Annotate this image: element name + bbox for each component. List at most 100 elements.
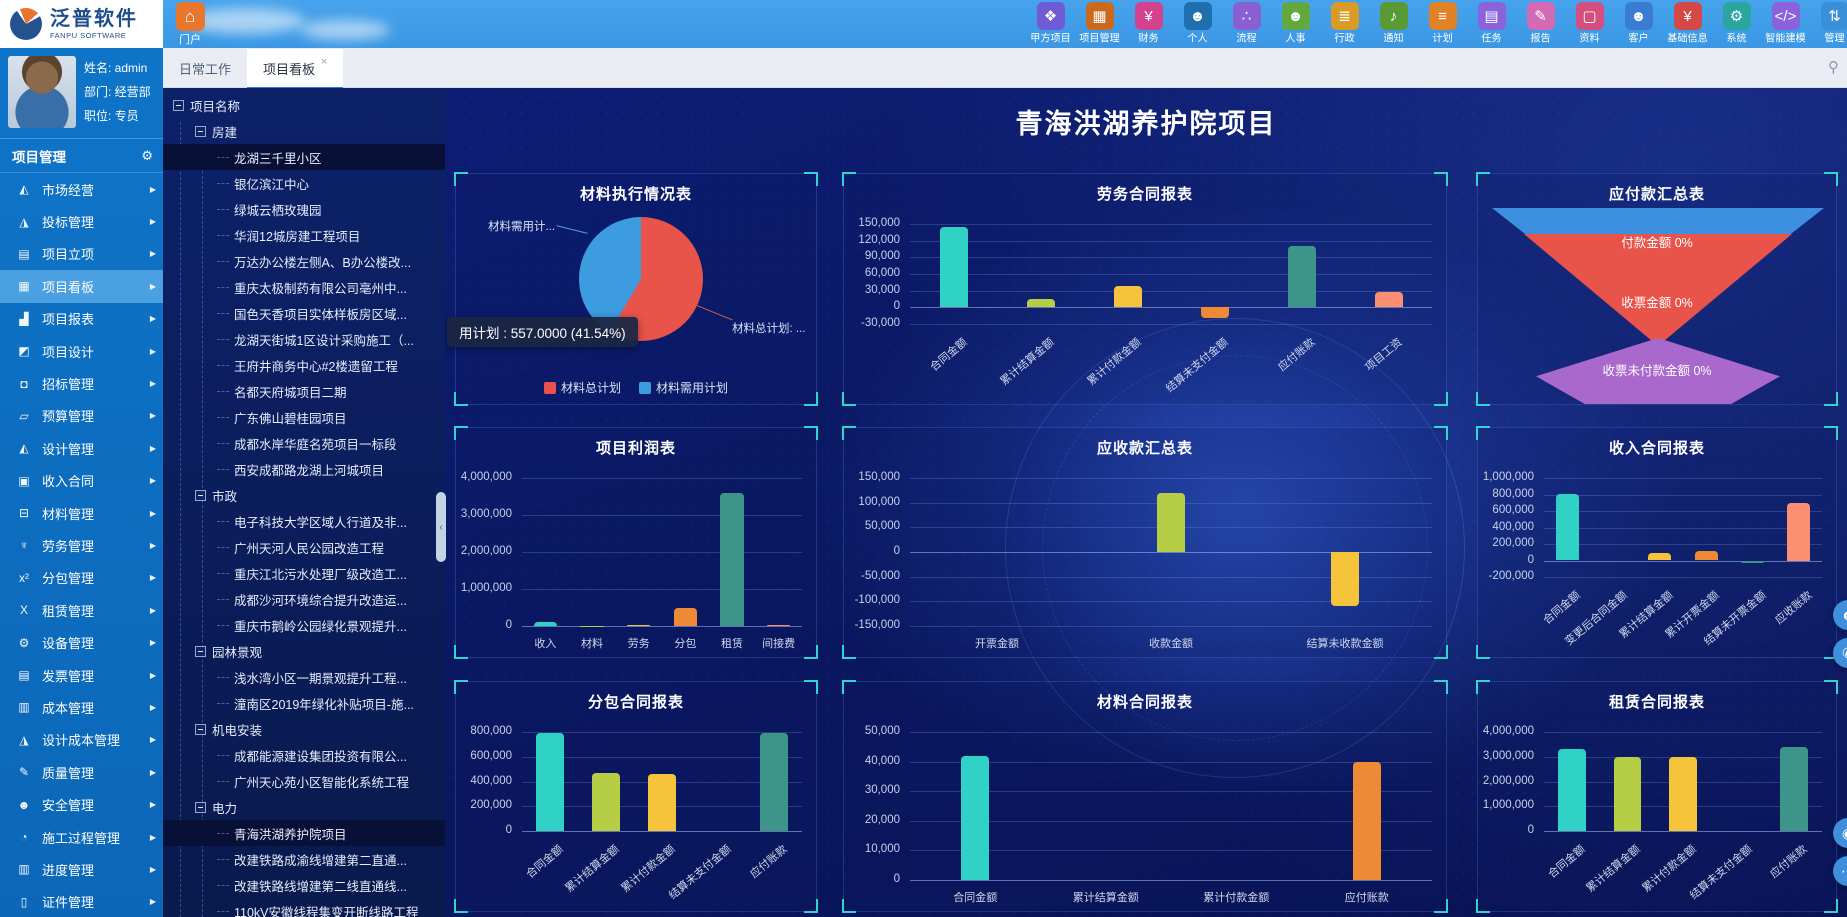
sidebar-item-5[interactable]: ▟ 项目报表 ▶ bbox=[0, 303, 163, 335]
float-button-3[interactable]: ◉ bbox=[1833, 818, 1847, 848]
bar-subcontract-2[interactable] bbox=[592, 772, 620, 831]
top-nav-item-12[interactable]: ▢ 资料 bbox=[1565, 2, 1614, 46]
top-nav-item-4[interactable]: ☻ 个人 bbox=[1173, 2, 1222, 46]
sidebar-item-17[interactable]: ▥ 成本管理 ▶ bbox=[0, 691, 163, 723]
bar-labor-contract-5[interactable] bbox=[1287, 246, 1316, 308]
top-nav-item-17[interactable]: ⇅ 管理 bbox=[1810, 2, 1847, 46]
gear-icon[interactable]: ⚙ bbox=[141, 147, 153, 163]
bar-labor-contract-1[interactable] bbox=[939, 226, 968, 308]
tree-item[interactable]: 广州天河人民公园改造工程 bbox=[163, 534, 445, 560]
tree-item[interactable]: 成都能源建设集团投资有限公... bbox=[163, 742, 445, 768]
sidebar-item-18[interactable]: ◮ 设计成本管理 ▶ bbox=[0, 724, 163, 756]
bar-income-contract-1[interactable] bbox=[1555, 493, 1579, 561]
tree-item[interactable]: 广东佛山碧桂园项目 bbox=[163, 404, 445, 430]
bar-labor-contract-4[interactable] bbox=[1200, 307, 1229, 319]
tree-group[interactable]: 房建 bbox=[163, 118, 445, 144]
tree-item[interactable]: 万达办公楼左侧A、B办公楼改... bbox=[163, 248, 445, 274]
bar-subcontract-5[interactable] bbox=[760, 733, 788, 831]
bar-material-contract-1[interactable] bbox=[961, 755, 990, 880]
sidebar-item-4[interactable]: ▦ 项目看板 ▶ bbox=[0, 270, 163, 303]
tabbar-tools-icon[interactable]: ⚲ bbox=[1828, 59, 1839, 76]
sidebar-item-21[interactable]: ◔ 施工过程管理 ▶ bbox=[0, 821, 163, 853]
bar-project-profit-6[interactable] bbox=[767, 625, 791, 626]
tree-item[interactable]: 西安成都路龙湖上河城项目 bbox=[163, 456, 445, 482]
sidebar-item-15[interactable]: ⚙ 设备管理 ▶ bbox=[0, 626, 163, 658]
bar-project-profit-5[interactable] bbox=[720, 492, 744, 626]
tree-collapse-handle[interactable]: ‹ bbox=[436, 492, 446, 562]
tree-collapse-icon[interactable] bbox=[195, 125, 206, 137]
top-nav-item-2[interactable]: ▦ 项目管理 bbox=[1075, 2, 1124, 46]
tree-item[interactable]: 成都水岸华庭名苑项目一标段 bbox=[163, 430, 445, 456]
tree-group[interactable]: 市政 bbox=[163, 482, 445, 508]
tree-item[interactable]: 华润12城房建工程项目 bbox=[163, 222, 445, 248]
sidebar-item-19[interactable]: ✎ 质量管理 ▶ bbox=[0, 756, 163, 788]
sidebar-item-23[interactable]: ▯ 证件管理 ▶ bbox=[0, 886, 163, 917]
bar-receivable-summary-2[interactable] bbox=[1157, 492, 1185, 552]
tree-group[interactable]: 机电安装 bbox=[163, 716, 445, 742]
tree-collapse-icon[interactable] bbox=[195, 489, 206, 501]
bar-income-contract-6[interactable] bbox=[1787, 502, 1811, 561]
tree-item[interactable]: 改建铁路线增建第二线直通线... bbox=[163, 872, 445, 898]
bar-material-contract-4[interactable] bbox=[1352, 761, 1381, 880]
tab-close-icon[interactable]: × bbox=[321, 56, 328, 68]
sidebar-item-13[interactable]: x² 分包管理 ▶ bbox=[0, 562, 163, 594]
bar-labor-contract-3[interactable] bbox=[1113, 286, 1142, 308]
sidebar-item-11[interactable]: ⊟ 材料管理 ▶ bbox=[0, 497, 163, 529]
bar-project-profit-4[interactable] bbox=[673, 608, 697, 626]
tree-item[interactable]: 重庆市鹅岭公园绿化景观提升... bbox=[163, 612, 445, 638]
user-avatar[interactable] bbox=[8, 56, 76, 128]
top-nav-item-3[interactable]: ¥ 财务 bbox=[1124, 2, 1173, 46]
tab-1[interactable]: 日常工作 bbox=[163, 48, 247, 88]
tree-item[interactable]: 龙湖天街城1区设计采购施工（... bbox=[163, 326, 445, 352]
sidebar-item-2[interactable]: ◮ 投标管理 ▶ bbox=[0, 205, 163, 237]
tree-item[interactable]: 绿城云栖玫瑰园 bbox=[163, 196, 445, 222]
nav-portal[interactable]: ⌂ 门户 bbox=[168, 2, 212, 47]
tree-collapse-icon[interactable] bbox=[195, 801, 206, 813]
legend-item[interactable]: 材料总计划 bbox=[543, 379, 621, 396]
sidebar-item-7[interactable]: ◘ 招标管理 ▶ bbox=[0, 367, 163, 399]
top-nav-item-16[interactable]: </> 智能建模 bbox=[1761, 2, 1810, 46]
sidebar-item-9[interactable]: ◭ 设计管理 ▶ bbox=[0, 432, 163, 464]
tree-item[interactable]: 银亿滨江中心 bbox=[163, 170, 445, 196]
bar-income-contract-4[interactable] bbox=[1694, 551, 1718, 561]
top-nav-item-9[interactable]: ≡ 计划 bbox=[1418, 2, 1467, 46]
top-nav-item-11[interactable]: ✎ 报告 bbox=[1516, 2, 1565, 46]
bar-lease-contract-1[interactable] bbox=[1557, 749, 1586, 831]
tree-item[interactable]: 潼南区2019年绿化补贴项目-施... bbox=[163, 690, 445, 716]
top-nav-item-8[interactable]: ♪ 通知 bbox=[1369, 2, 1418, 46]
float-button-1[interactable]: ☻ bbox=[1833, 600, 1847, 630]
legend-item[interactable]: 材料需用计划 bbox=[639, 379, 728, 396]
tree-item[interactable]: 青海洪湖养护院项目 bbox=[163, 820, 445, 846]
tree-collapse-icon[interactable] bbox=[173, 99, 184, 111]
tree-item[interactable]: 改建铁路成渝线增建第二直通... bbox=[163, 846, 445, 872]
sidebar-item-22[interactable]: ▥ 进度管理 ▶ bbox=[0, 853, 163, 885]
sidebar-item-6[interactable]: ◩ 项目设计 ▶ bbox=[0, 335, 163, 367]
float-button-2[interactable]: ✆ bbox=[1833, 638, 1847, 668]
tree-item[interactable]: 重庆江北污水处理厂级改造工... bbox=[163, 560, 445, 586]
tree-collapse-icon[interactable] bbox=[195, 723, 206, 735]
bar-subcontract-3[interactable] bbox=[648, 774, 676, 831]
bar-project-profit-3[interactable] bbox=[627, 624, 651, 626]
tree-item[interactable]: 电子科技大学区域人行道及非... bbox=[163, 508, 445, 534]
bar-receivable-summary-3[interactable] bbox=[1331, 552, 1359, 607]
top-nav-item-5[interactable]: ∴ 流程 bbox=[1222, 2, 1271, 46]
tree-group[interactable]: 电力 bbox=[163, 794, 445, 820]
top-nav-item-10[interactable]: ▤ 任务 bbox=[1467, 2, 1516, 46]
sidebar-item-10[interactable]: ▣ 收入合同 ▶ bbox=[0, 465, 163, 497]
tree-item[interactable]: 王府井商务中心#2楼遗留工程 bbox=[163, 352, 445, 378]
bar-labor-contract-2[interactable] bbox=[1026, 299, 1055, 308]
top-nav-item-14[interactable]: ¥ 基础信息 bbox=[1663, 2, 1712, 46]
sidebar-item-8[interactable]: ▱ 预算管理 ▶ bbox=[0, 400, 163, 432]
tree-item[interactable]: 龙湖三千里小区 bbox=[163, 144, 445, 170]
top-nav-item-15[interactable]: ⚙ 系统 bbox=[1712, 2, 1761, 46]
sidebar-item-1[interactable]: ◭ 市场经营 ▶ bbox=[0, 173, 163, 205]
tree-item[interactable]: 名都天府城项目二期 bbox=[163, 378, 445, 404]
tree-root[interactable]: 项目名称 bbox=[163, 92, 445, 118]
tree-collapse-icon[interactable] bbox=[195, 645, 206, 657]
tree-item[interactable]: 国色天香项目实体样板房区域... bbox=[163, 300, 445, 326]
top-nav-item-13[interactable]: ☻ 客户 bbox=[1614, 2, 1663, 46]
tree-item[interactable]: 广州天心苑小区智能化系统工程 bbox=[163, 768, 445, 794]
bar-labor-contract-6[interactable] bbox=[1374, 291, 1403, 308]
bar-subcontract-1[interactable] bbox=[536, 733, 564, 831]
top-nav-item-6[interactable]: ☻ 人事 bbox=[1271, 2, 1320, 46]
